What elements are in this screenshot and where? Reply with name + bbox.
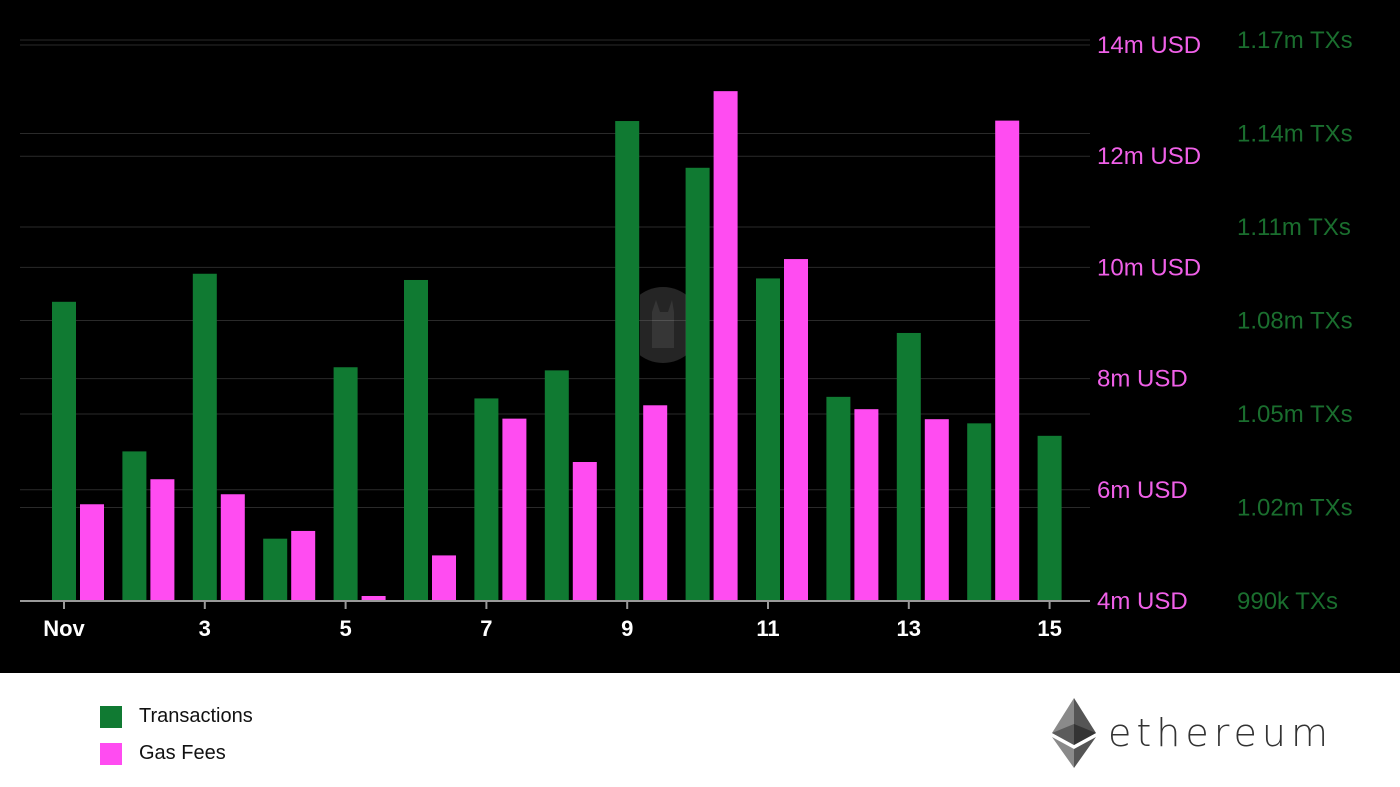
gas-fees-bar [361,595,386,601]
x-tick-label: Nov [43,616,85,641]
transactions-bar [544,370,569,601]
gas-fees-bar [924,419,949,601]
legend-label-transactions: Transactions [139,705,253,727]
gas-fees-bar [80,504,104,601]
transactions-bar [1037,435,1062,601]
gas-fees-bar [291,530,316,601]
gas-fees-swatch [100,742,122,765]
ethereum-diamond-icon [1052,698,1096,768]
transactions-bar [474,398,499,601]
left-axis-tick-label: 14m USD [1097,32,1201,59]
x-tick-label: 3 [199,616,211,641]
right-axis-tick-label: 1.11m TXs [1237,214,1351,241]
gas-fees-bar [784,259,808,601]
ethereum-brand: ethereum [1052,698,1333,768]
x-tick-label: 11 [756,616,779,641]
transactions-bar [756,278,780,601]
transactions-swatch [100,705,122,728]
gas-fees-bar [432,555,456,601]
legend: Transactions Gas Fees [100,698,253,772]
x-tick-label: 7 [480,616,492,641]
gas-fees-bar [854,409,879,601]
left-axis-tick-label: 4m USD [1097,588,1188,615]
gas-fees-bar [572,462,597,601]
left-axis-tick-label: 6m USD [1097,477,1188,504]
defillama-watermark [640,282,696,368]
transactions-bar [826,396,851,601]
legend-item-gas-fees: Gas Fees [100,735,253,772]
transactions-bar [967,423,992,601]
gas-fees-transactions-chart: Nov 3 5 7 9 11 13 15 4m USD 6m USD 8m USD 10m USD 12… [20,27,1353,641]
transactions-bar [896,332,921,601]
gas-fees-bar [713,91,738,601]
transactions-bar [122,451,147,601]
gas-fees-bar [150,479,175,601]
legend-item-transactions: Transactions [100,698,253,735]
right-axis-tick-label: 1.08m TXs [1237,308,1353,335]
gas-fees-bar [220,494,245,601]
transactions-bar [685,167,710,602]
transactions-bar [333,367,358,601]
right-axis-tick-label: 1.02m TXs [1237,495,1353,522]
left-axis-tick-label: 8m USD [1097,366,1188,393]
transactions-bar [52,301,76,601]
brand-name: ethereum [1108,711,1334,755]
right-axis-tick-label: 1.17m TXs [1237,27,1353,54]
gas-fees-bar [502,418,527,601]
transactions-bar [263,538,288,601]
right-axis-tick-label: 1.05m TXs [1237,401,1353,428]
x-tick-label: 9 [621,616,633,641]
right-axis-tick-label: 990k TXs [1237,588,1338,615]
left-axis-tick-label: 10m USD [1097,254,1201,281]
chart-panel: Nov 3 5 7 9 11 13 15 4m USD 6m USD 8m USD 10m USD 12… [0,0,1400,673]
transactions-bar [615,121,640,602]
transactions-bar [404,279,428,601]
llama-icon [640,287,686,363]
gas-fees-bar [643,405,668,601]
transactions-bar [192,273,217,601]
x-tick-label: 5 [339,616,351,641]
right-axis-tick-label: 1.14m TXs [1237,121,1353,148]
left-axis-tick-label: 12m USD [1097,143,1201,170]
x-tick-label: 13 [897,616,921,641]
legend-label-gas-fees: Gas Fees [139,742,226,764]
x-tick-label: 15 [1037,616,1061,641]
gas-fees-bar [995,120,1020,601]
